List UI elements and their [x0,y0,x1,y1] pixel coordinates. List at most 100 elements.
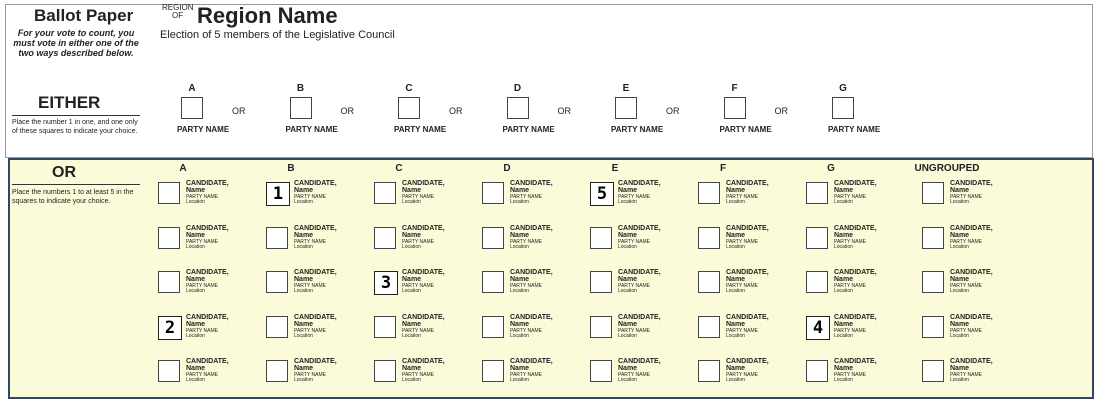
candidate-name: Name [726,276,746,283]
candidate-box[interactable] [698,315,720,338]
party-box[interactable] [615,97,637,119]
party-box[interactable] [832,97,854,119]
vote-box[interactable]: 3 [374,271,398,295]
candidate-surname: CANDIDATE, [186,269,229,276]
candidate-box[interactable] [806,182,828,204]
group-letter: F [731,83,738,94]
candidate-box[interactable] [482,182,504,204]
party-box[interactable] [289,97,312,119]
candidate-location: Location [402,243,421,250]
candidate-location: Location [294,332,313,339]
party-box[interactable] [506,97,529,119]
candidate-party: PARTY NAME [726,238,758,245]
above-line-section [5,4,1093,158]
title: Ballot Paper [34,6,134,25]
candidate-name: Name [186,320,206,328]
candidate-box[interactable] [590,315,612,338]
candidate-surname: CANDIDATE, [726,313,769,321]
candidate-box[interactable] [482,360,504,382]
candidate-location: Location [510,377,529,383]
column-label: D [503,163,511,174]
candidate-box[interactable] [698,226,720,249]
candidate-surname: CANDIDATE, [294,224,337,232]
candidate-box[interactable] [482,226,504,249]
candidate-party: PARTY NAME [726,283,758,289]
candidate-box[interactable] [698,182,720,204]
vote-box[interactable]: 1 [266,182,290,206]
column-label: G [827,163,835,174]
candidate-box[interactable] [698,271,720,293]
candidate-surname: CANDIDATE, [618,269,661,276]
or-label: OR [774,106,789,116]
candidate-location: Location [950,199,969,205]
candidate-party: PARTY NAME [618,238,650,245]
candidate-party: PARTY NAME [618,283,650,289]
candidate-name: Name [402,187,422,194]
candidate-party: PARTY NAME [186,372,218,378]
candidate-location: Location [834,199,853,205]
candidate-box[interactable] [482,315,504,338]
candidate-box[interactable] [266,226,288,249]
candidate-surname: CANDIDATE, [510,358,553,365]
candidate-surname: CANDIDATE, [950,224,993,232]
candidate-name: Name [618,320,638,328]
candidate-surname: CANDIDATE, [402,224,445,232]
candidate-box[interactable] [374,315,396,338]
candidate-box[interactable] [374,226,396,249]
party-box[interactable] [723,97,746,119]
candidate-name: Name [726,320,746,328]
group-letter: C [405,83,413,94]
candidate-location: Location [834,243,853,250]
candidate-location: Location [618,288,637,294]
group-letter: G [839,83,847,94]
candidate-name: Name [402,231,422,239]
candidate-location: Location [834,377,853,383]
candidate-box[interactable] [698,360,720,382]
candidate-box[interactable] [590,226,612,249]
candidate-box[interactable] [922,315,944,338]
candidate-box[interactable] [806,360,828,382]
candidate-name: Name [950,187,970,194]
candidate-surname: CANDIDATE, [402,358,445,365]
either-heading: EITHER [38,93,101,112]
candidate-box[interactable] [158,226,180,249]
candidate-name: Name [834,365,854,372]
candidate-surname: CANDIDATE, [186,224,229,232]
candidate-location: Location [402,288,421,294]
vote-box[interactable]: 4 [806,315,830,340]
party-box[interactable] [398,97,420,119]
candidate-location: Location [950,377,969,383]
vote-box[interactable]: 5 [590,182,614,206]
candidate-box[interactable] [922,226,944,249]
region-small: REGION [162,3,194,12]
candidate-box[interactable] [374,182,396,204]
candidate-box[interactable] [158,182,180,204]
candidate-box[interactable] [806,271,828,293]
candidate-box[interactable] [158,271,180,293]
candidate-box[interactable] [266,360,288,382]
candidate-box[interactable] [374,360,396,382]
candidate-name: Name [294,187,314,194]
candidate-location: Location [510,288,529,294]
candidate-box[interactable] [922,360,944,382]
candidate-name: Name [402,365,422,372]
candidate-box[interactable] [922,182,944,204]
party-box[interactable] [181,97,203,119]
candidate-name: Name [618,187,638,194]
candidate-party: PARTY NAME [402,194,434,200]
candidate-location: Location [618,243,637,250]
candidate-surname: CANDIDATE, [510,313,553,321]
candidate-box[interactable] [590,360,612,382]
candidate-name: Name [834,320,854,328]
candidate-box[interactable] [482,271,504,293]
candidate-box[interactable] [922,271,944,293]
candidate-location: Location [618,199,637,205]
candidate-box[interactable] [158,360,180,382]
candidate-box[interactable] [266,315,288,338]
candidate-box[interactable] [806,226,828,249]
candidate-name: Name [950,231,970,239]
vote-box[interactable]: 2 [158,315,182,340]
candidate-box[interactable] [590,271,612,293]
candidate-box[interactable] [266,271,288,293]
